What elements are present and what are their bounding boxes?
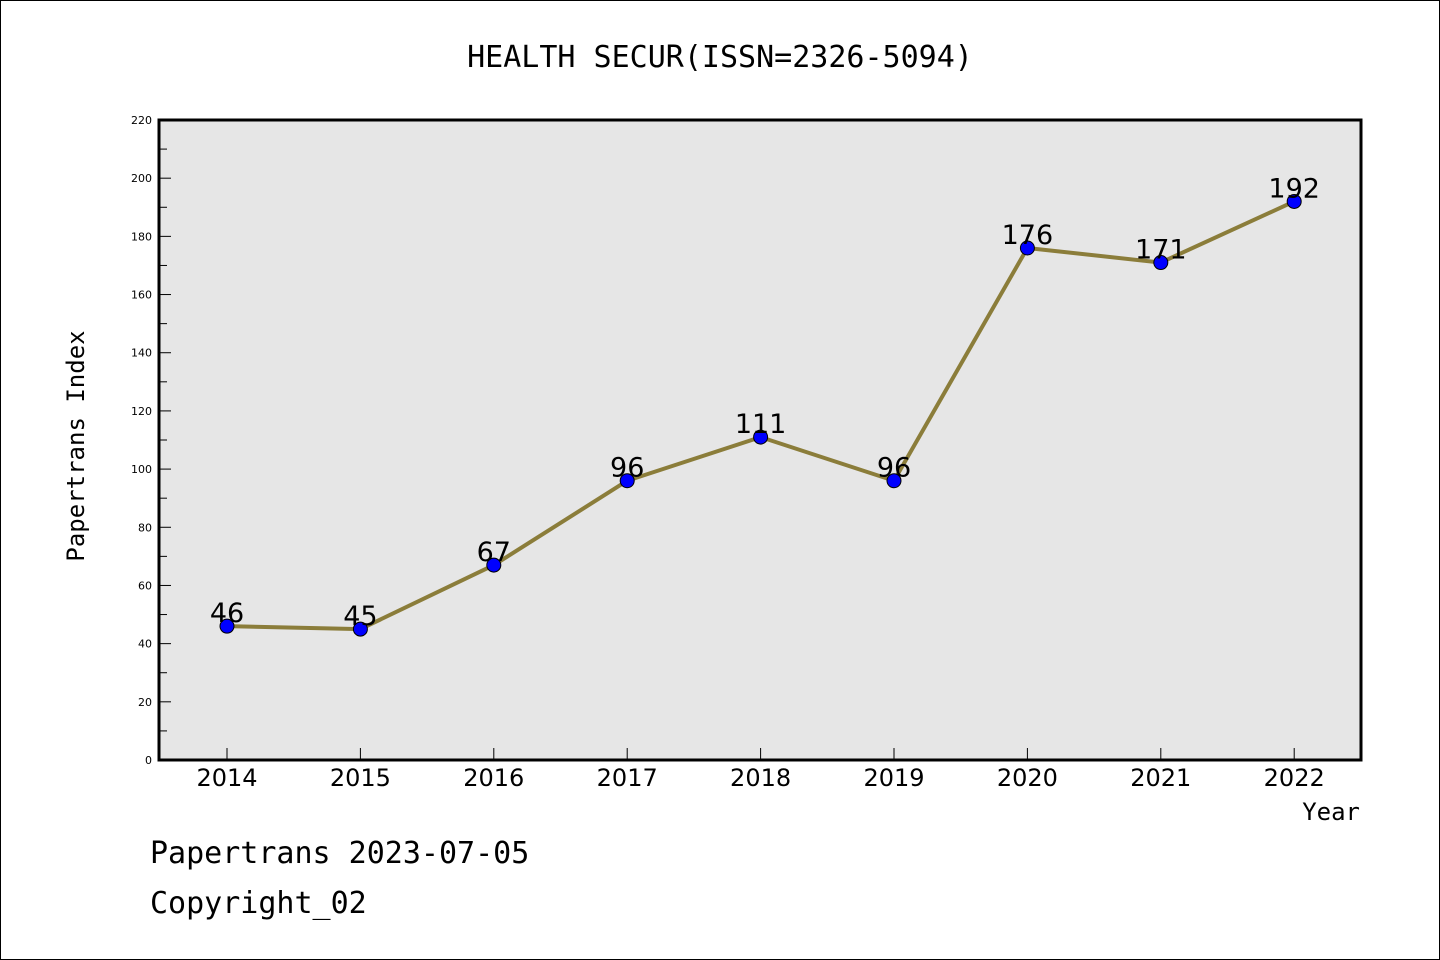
- data-point: [1019, 240, 1035, 256]
- chart-title: HEALTH SECUR(ISSN=2326-5094): [467, 40, 973, 75]
- x-tick-label: 2019: [863, 764, 924, 792]
- y-tick-label: 140: [131, 347, 152, 360]
- data-label: 192: [1268, 173, 1320, 204]
- y-axis-label: Papertrans Index: [62, 330, 90, 561]
- y-tick-label: 160: [131, 289, 152, 302]
- data-label: 67: [477, 537, 511, 568]
- x-axis-label: Year: [1302, 798, 1360, 826]
- y-tick-label: 200: [131, 172, 152, 185]
- y-tick-label: 120: [131, 405, 152, 418]
- y-tick-label: 80: [138, 521, 152, 534]
- x-tick-label: 2017: [597, 764, 658, 792]
- x-tick-label: 2015: [330, 764, 391, 792]
- series-markers: [219, 193, 1302, 637]
- data-point: [352, 621, 368, 637]
- y-tick-label: 20: [138, 696, 152, 709]
- data-label: 176: [1002, 220, 1054, 251]
- data-point: [619, 473, 635, 489]
- data-label: 171: [1135, 235, 1187, 266]
- data-label: 96: [877, 453, 911, 484]
- data-point: [1153, 255, 1169, 271]
- y-tick-label: 40: [138, 638, 152, 651]
- data-point: [753, 429, 769, 445]
- y-axis: 0 20 40 60 80 100 120 140 160 180 200 220: [131, 114, 171, 767]
- x-axis: 2014 2015 2016 2017 2018 2019 2020 2021 2022: [196, 748, 1325, 792]
- x-tick-label: 2022: [1264, 764, 1325, 792]
- x-tick-label: 2018: [730, 764, 791, 792]
- data-point: [219, 618, 235, 634]
- y-tick-label: 0: [145, 754, 152, 767]
- x-tick-label: 2016: [463, 764, 524, 792]
- y-tick-label: 220: [131, 114, 152, 127]
- footer-copyright: Copyright_02: [150, 886, 367, 921]
- y-tick-label: 180: [131, 230, 152, 243]
- data-labels: 46 45 67 96 111 96 176 171 192: [210, 173, 1320, 632]
- data-label: 111: [735, 409, 787, 440]
- x-tick-label: 2020: [997, 764, 1058, 792]
- x-tick-label: 2021: [1130, 764, 1191, 792]
- footer-date: Papertrans 2023-07-05: [150, 836, 529, 871]
- data-label: 96: [610, 453, 644, 484]
- y-tick-label: 60: [138, 579, 152, 592]
- data-label: 45: [343, 601, 377, 632]
- data-label: 46: [210, 598, 244, 629]
- data-point: [486, 557, 502, 573]
- x-tick-label: 2014: [196, 764, 257, 792]
- data-point: [1286, 193, 1302, 209]
- data-point: [886, 473, 902, 489]
- y-tick-label: 100: [131, 463, 152, 476]
